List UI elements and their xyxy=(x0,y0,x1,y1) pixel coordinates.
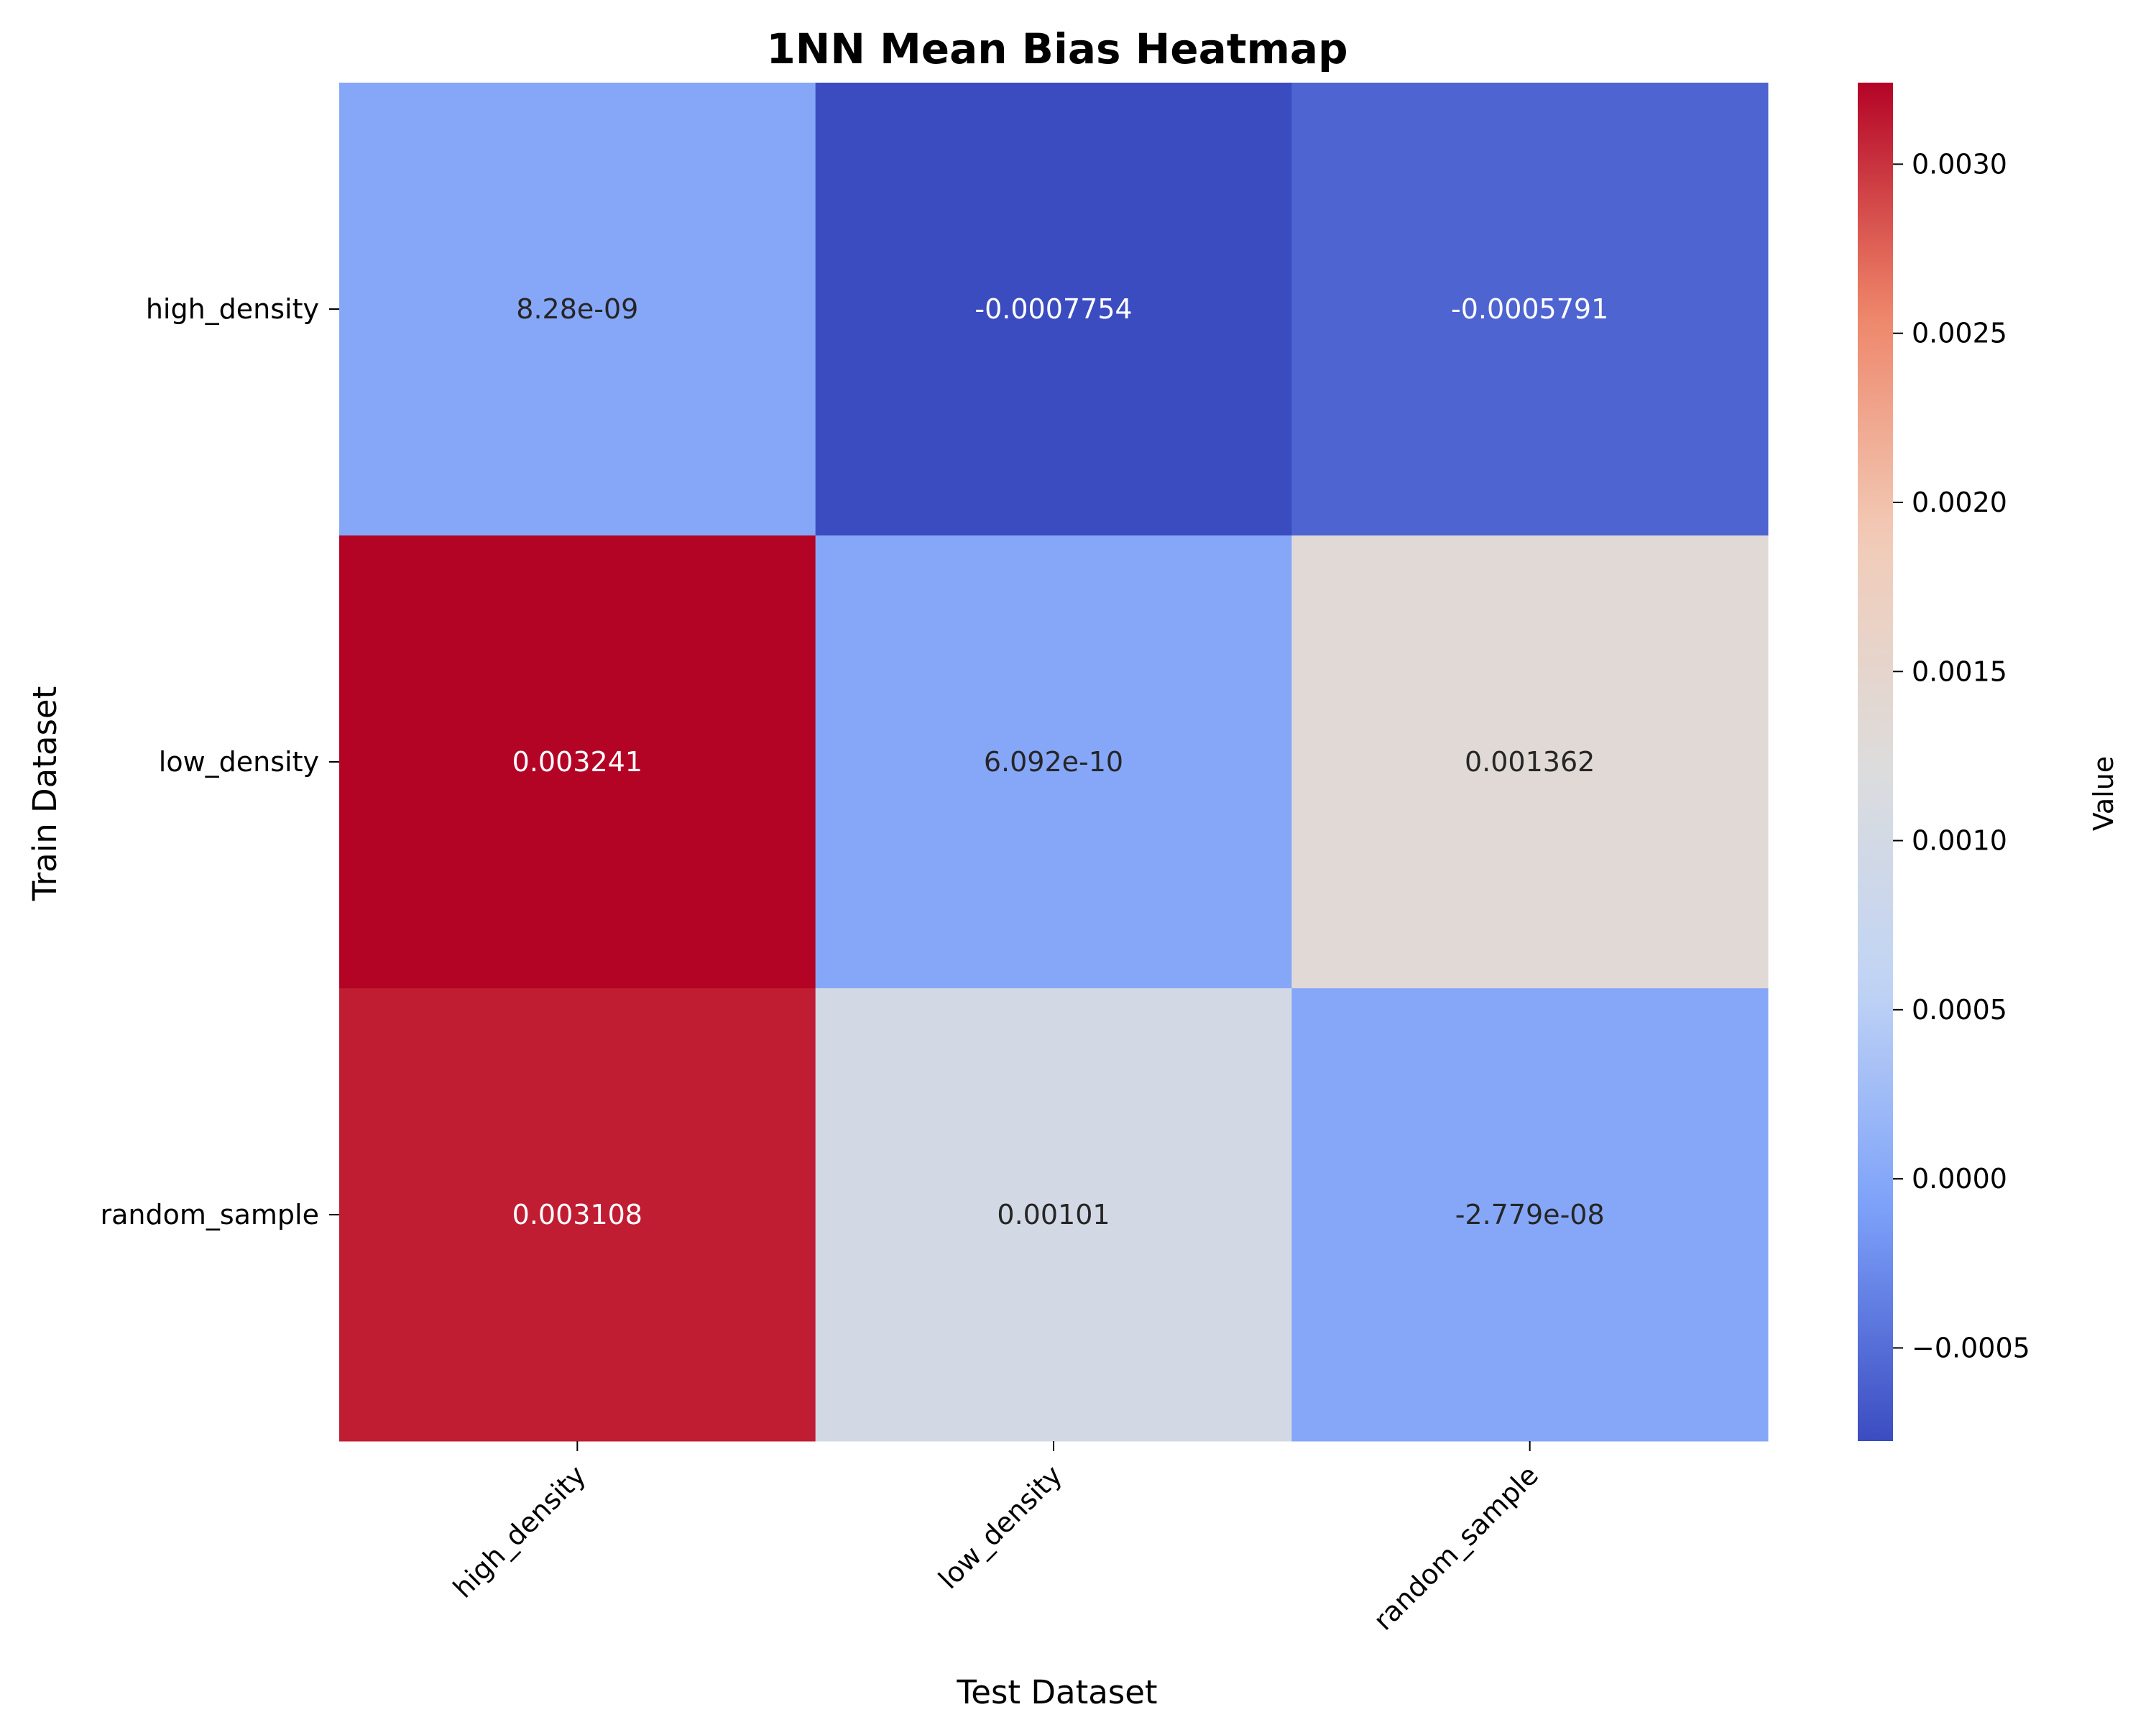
colorbar-tick-label: 0.0005 xyxy=(1912,994,2007,1026)
colorbar: −0.0005 0.0000 0.0005 0.0010 0.0015 0.0020 0.0… xyxy=(1858,83,2030,1441)
y-tick-label: high_density xyxy=(146,293,319,325)
x-tick-label: low_density xyxy=(932,1459,1068,1595)
heatmap-cell xyxy=(815,988,1292,1442)
heatmap-cell xyxy=(815,535,1292,989)
colorbar-label: Value xyxy=(2088,756,2119,831)
cell-value-label: 0.003108 xyxy=(512,1199,642,1230)
x-axis-label: Test Dataset xyxy=(956,1673,1157,1711)
heatmap-cell xyxy=(1291,83,1769,536)
cell-value-label: 6.092e-10 xyxy=(984,746,1123,778)
cell-value-label: -0.0007754 xyxy=(975,293,1132,325)
heatmap-cells: 8.28e-09 -0.0007754 -0.0005791 0.003241 6.09… xyxy=(339,83,1769,1442)
cell-value-label: -2.779e-08 xyxy=(1455,1199,1605,1230)
cell-value-label: -0.0005791 xyxy=(1451,293,1608,325)
colorbar-tick-label: 0.0020 xyxy=(1912,487,2007,518)
cell-value-label: 0.001362 xyxy=(1465,746,1595,778)
cell-value-label: 0.00101 xyxy=(997,1199,1110,1230)
cell-value-label: 0.003241 xyxy=(512,746,642,778)
colorbar-tick-label: 0.0025 xyxy=(1912,318,2007,349)
heatmap-cell xyxy=(339,535,816,989)
y-tick-label: random_sample xyxy=(100,1199,319,1230)
colorbar-gradient xyxy=(1858,83,1893,1441)
y-axis-label: Train Dataset xyxy=(26,686,64,902)
x-tick-label: random_sample xyxy=(1368,1459,1544,1636)
chart-title: 1NN Mean Bias Heatmap xyxy=(766,24,1348,73)
heatmap-cell xyxy=(339,83,816,536)
heatmap-cell xyxy=(1291,988,1769,1442)
colorbar-tick-label: 0.0015 xyxy=(1912,656,2007,687)
cell-value-label: 8.28e-09 xyxy=(516,293,638,325)
colorbar-tick-label: 0.0030 xyxy=(1912,148,2007,180)
y-axis-ticks: high_density low_density random_sample xyxy=(100,293,339,1230)
heatmap-cell xyxy=(339,988,816,1442)
colorbar-tick-label: 0.0010 xyxy=(1912,825,2007,857)
colorbar-tick-label: −0.0005 xyxy=(1912,1332,2030,1363)
x-axis-ticks: high_density low_density random_sample xyxy=(447,1441,1544,1637)
heatmap-cell xyxy=(815,83,1292,536)
heatmap-cell xyxy=(1291,535,1769,989)
y-tick-label: low_density xyxy=(159,746,319,778)
colorbar-tick-label: 0.0000 xyxy=(1912,1163,2007,1195)
x-tick-label: high_density xyxy=(447,1459,592,1604)
